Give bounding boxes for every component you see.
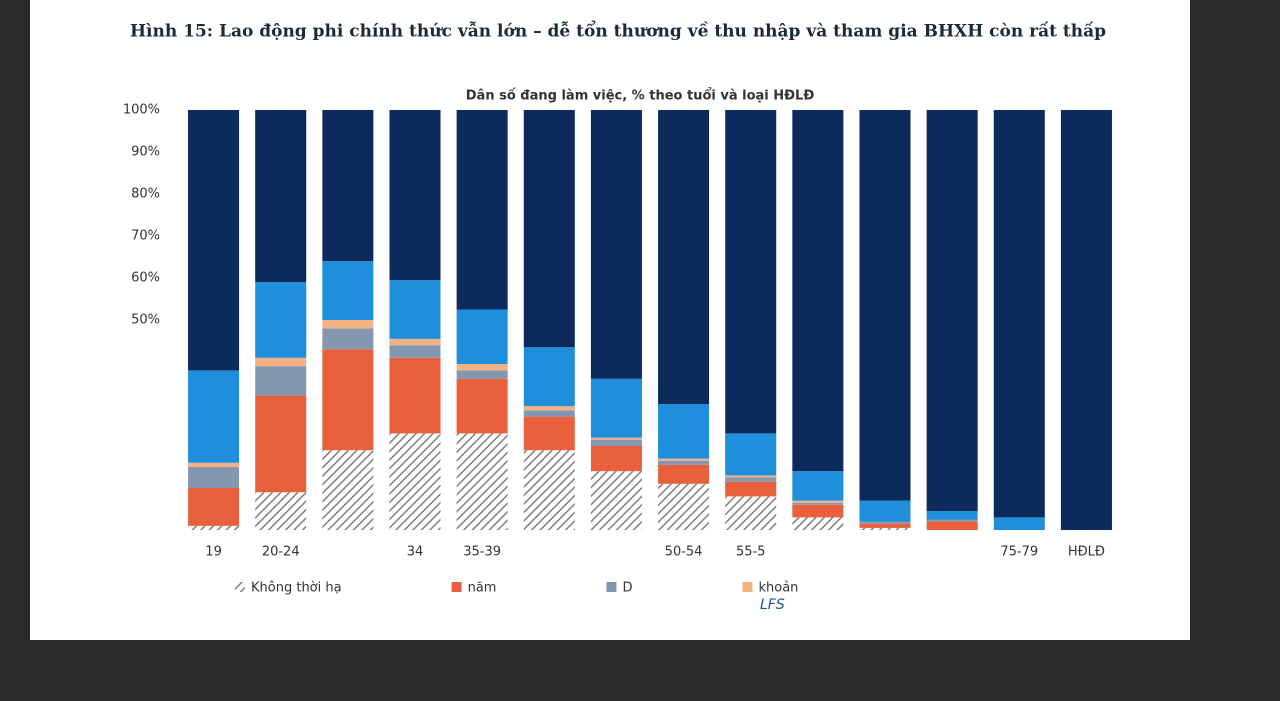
bar-segment xyxy=(658,110,710,404)
bar-segment xyxy=(255,395,307,493)
bar-segment xyxy=(792,517,844,530)
bar-segment xyxy=(725,481,777,497)
bar-segment xyxy=(456,433,508,530)
bar-segment xyxy=(658,460,710,465)
bar-segment xyxy=(255,110,307,283)
chart-subtitle: Dân số đang làm việc, % theo tuổi và loạ… xyxy=(466,88,815,104)
bar-segment xyxy=(658,458,710,461)
bar-segment xyxy=(859,527,911,530)
bar-segment xyxy=(523,416,575,451)
x-tick-label: HĐLĐ xyxy=(1068,545,1105,560)
bar-segment xyxy=(188,525,240,530)
bar-segment xyxy=(188,370,240,463)
bar-segment xyxy=(322,320,374,329)
bar-segment xyxy=(926,519,978,522)
bar-segment xyxy=(389,345,441,358)
legend-label: Không thời hạ xyxy=(251,581,342,596)
bar-segment xyxy=(188,488,240,526)
chart-title: Hình 15: Lao động phi chính thức vẫn lớn… xyxy=(130,20,1106,42)
bar-segment xyxy=(523,347,575,407)
bar-segment xyxy=(523,110,575,348)
y-tick-label: 100% xyxy=(123,103,160,118)
bar-segment xyxy=(725,110,777,434)
bar-segment xyxy=(993,110,1045,518)
bar-segment xyxy=(792,502,844,505)
y-tick-label: 90% xyxy=(131,145,160,160)
x-tick-label: 19 xyxy=(205,545,222,560)
bar-segment xyxy=(926,110,978,512)
bar-segment xyxy=(322,349,374,451)
legend-swatch xyxy=(742,582,753,592)
bar-segment xyxy=(322,261,374,320)
bar-segment xyxy=(255,492,307,530)
bar-segment xyxy=(322,328,374,350)
bar-segment xyxy=(188,462,240,467)
bar-segment xyxy=(188,467,240,488)
bar-segment xyxy=(590,446,642,472)
bar-segment xyxy=(456,364,508,371)
bar-segment xyxy=(389,280,441,339)
bar-segment xyxy=(523,450,575,530)
x-tick-label: 20-24 xyxy=(262,545,300,560)
bar-segment xyxy=(725,433,777,476)
bar-segment xyxy=(590,110,642,379)
bar-segment xyxy=(322,110,374,262)
bar-segment xyxy=(792,500,844,503)
legend-label: khoản xyxy=(758,581,798,596)
bar-segment xyxy=(859,110,911,501)
bar-segment xyxy=(590,471,642,530)
bar-segment xyxy=(993,517,1045,530)
y-tick-label: 80% xyxy=(131,187,160,202)
source: LFS xyxy=(760,597,785,613)
bar-segment xyxy=(590,437,642,440)
bar-segment xyxy=(255,366,307,396)
bar-segment xyxy=(389,338,441,346)
legend-swatch xyxy=(451,582,462,592)
bar-segment xyxy=(926,521,978,530)
bar-segment xyxy=(590,439,642,446)
y-tick-label: 60% xyxy=(131,271,160,286)
bar-segment xyxy=(188,110,240,371)
legend-swatch xyxy=(606,582,617,592)
x-tick-label: 35-39 xyxy=(463,545,501,560)
bar-segment xyxy=(859,523,911,528)
bar-segment xyxy=(389,357,441,434)
bar-segment xyxy=(658,483,710,530)
bar-segment xyxy=(523,410,575,417)
bar-segment xyxy=(255,357,307,367)
bar-segment xyxy=(456,370,508,379)
x-tick-label: 55-5 xyxy=(736,545,766,560)
bar-segment xyxy=(456,378,508,434)
bar-segment xyxy=(322,450,374,530)
bar-segment xyxy=(859,521,911,524)
bar-segment xyxy=(456,110,508,310)
y-tick-label: 70% xyxy=(131,229,160,244)
x-tick-label: 34 xyxy=(407,545,424,560)
bar-segment xyxy=(792,471,844,501)
bar-segment xyxy=(590,378,642,438)
legend-label: năm xyxy=(468,581,497,596)
bar-segment xyxy=(926,511,978,520)
bar-segment xyxy=(255,282,307,358)
bar-segment xyxy=(792,110,844,472)
bar-segment xyxy=(859,500,911,522)
legend-swatch xyxy=(235,582,245,592)
bar-segment xyxy=(389,433,441,530)
bar-segment xyxy=(658,464,710,484)
bar-segment xyxy=(725,475,777,478)
bar-segment xyxy=(792,504,844,518)
bar-segment xyxy=(456,309,508,365)
bar-segment xyxy=(725,496,777,530)
y-tick-label: 50% xyxy=(131,313,160,328)
bar-segment xyxy=(389,110,441,281)
legend-label: D xyxy=(622,581,632,596)
bar-segment xyxy=(523,406,575,411)
bar-segment xyxy=(725,477,777,482)
bar-segment xyxy=(658,404,710,459)
x-tick-label: 50-54 xyxy=(665,545,703,560)
bar-segment xyxy=(1060,110,1112,530)
x-tick-label: 75-79 xyxy=(1000,545,1038,560)
